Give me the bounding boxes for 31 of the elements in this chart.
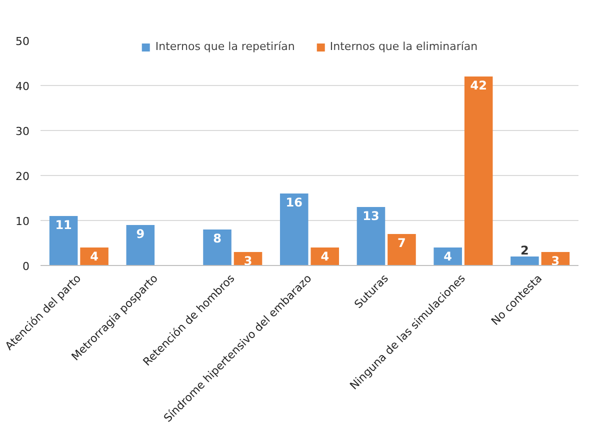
- y-tick-label: 30: [16, 125, 30, 138]
- data-label: 9: [136, 227, 145, 241]
- data-label: 3: [244, 254, 252, 268]
- bar: [280, 194, 308, 266]
- data-label: 7: [398, 236, 406, 250]
- data-label: 11: [55, 218, 72, 232]
- bar: [80, 248, 108, 266]
- data-label: 42: [470, 78, 487, 92]
- bar: [434, 248, 462, 266]
- bar: [510, 256, 539, 266]
- bar: [464, 76, 493, 266]
- data-label: 8: [213, 232, 222, 246]
- y-tick-label: 0: [22, 260, 30, 273]
- legend-label: Internos que la repetirían: [155, 40, 295, 53]
- y-tick-label: 10: [16, 215, 30, 228]
- data-label: 2: [520, 244, 529, 258]
- data-label: 4: [444, 250, 452, 264]
- bar: [49, 216, 78, 266]
- data-label: 3: [551, 254, 560, 268]
- data-label: 4: [320, 250, 330, 264]
- bar: [203, 230, 232, 266]
- data-label: 4: [90, 250, 98, 264]
- legend-label: Internos que la eliminarían: [330, 40, 478, 53]
- y-tick-label: 40: [16, 80, 30, 93]
- data-label: 16: [286, 196, 302, 210]
- bar: [126, 225, 155, 266]
- bar: [388, 234, 416, 266]
- y-tick-label: 20: [16, 170, 30, 183]
- y-tick-label: 50: [16, 35, 30, 48]
- data-label: 13: [362, 209, 380, 223]
- bar: [356, 207, 386, 266]
